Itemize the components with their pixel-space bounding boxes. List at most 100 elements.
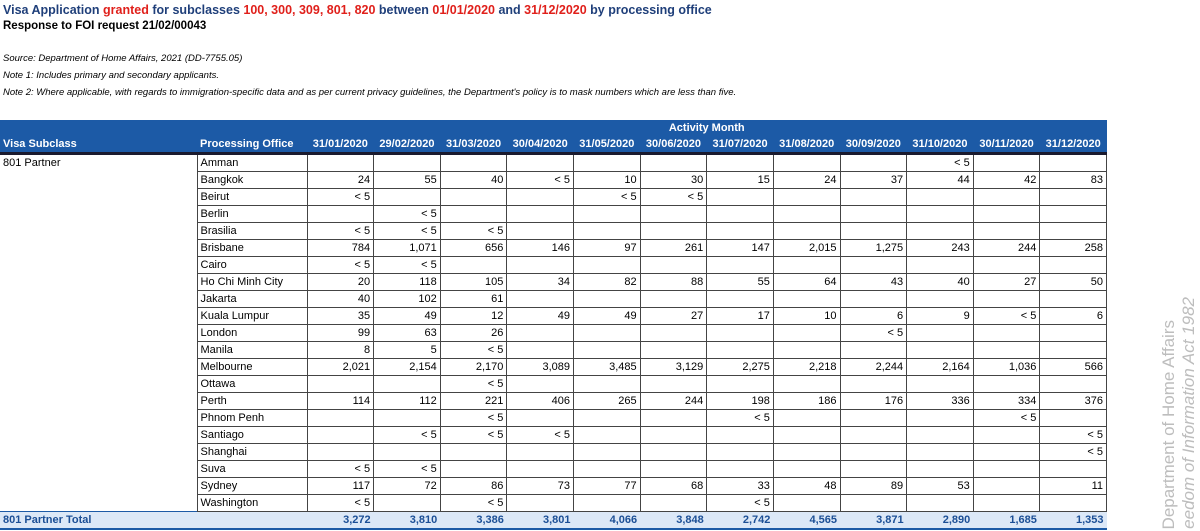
value-cell: < 5: [306, 494, 375, 512]
value-cell: < 5: [373, 205, 441, 223]
value-cell: 49: [573, 307, 641, 325]
value-cell: [839, 409, 908, 427]
office-cell: Phnom Penh: [196, 409, 308, 427]
total-cell: 2,742: [706, 511, 774, 530]
value-cell: [706, 443, 774, 461]
value-cell: [972, 222, 1041, 240]
value-cell: [573, 494, 641, 512]
total-cell: 3,272: [307, 511, 374, 530]
value-cell: 55: [373, 171, 441, 189]
value-cell: 10: [772, 307, 841, 325]
subclass-cell: [0, 410, 197, 427]
value-cell: [839, 426, 908, 444]
value-cell: [906, 324, 974, 342]
value-cell: [906, 188, 974, 206]
value-cell: [1039, 375, 1107, 393]
value-cell: [1039, 153, 1107, 172]
table-row: Beirut < 5 < 5 < 5: [0, 188, 1107, 206]
value-cell: 50: [1039, 273, 1107, 291]
value-cell: [639, 341, 708, 359]
total-cell: 4,565: [773, 511, 840, 530]
table-row: Bangkok 24 55 40 < 5 10 30 15 24 37 44 42 83: [0, 171, 1107, 189]
value-cell: 49: [373, 307, 441, 325]
value-cell: [772, 341, 841, 359]
value-cell: < 5: [1039, 443, 1107, 461]
value-cell: [639, 256, 708, 274]
value-cell: 34: [506, 273, 574, 291]
value-cell: 198: [706, 392, 774, 410]
value-cell: 2,244: [839, 358, 908, 376]
table-row: Ho Chi Minh City 20 118 105 34 82 88 55 64 43 40 27…: [0, 273, 1107, 291]
total-row: 801 Partner Total 3,272 3,810 3,386 3,801 4,0…: [0, 511, 1107, 530]
subclass-cell: [0, 461, 197, 478]
value-cell: < 5: [506, 426, 574, 444]
value-cell: 20: [306, 273, 375, 291]
value-cell: [839, 256, 908, 274]
table-row: Brasilia < 5 < 5 < 5: [0, 222, 1107, 240]
value-cell: [373, 443, 441, 461]
value-cell: [839, 460, 908, 478]
value-cell: [706, 375, 774, 393]
value-cell: 376: [1039, 392, 1107, 410]
value-cell: [972, 290, 1041, 308]
table-row: Brisbane 784 1,071 656 146 97 261 147 2,015 1,275…: [0, 239, 1107, 257]
office-cell: Bangkok: [196, 171, 308, 189]
value-cell: [1039, 205, 1107, 223]
value-cell: [573, 460, 641, 478]
office-cell: Ottawa: [196, 375, 308, 393]
value-cell: [772, 494, 841, 512]
value-cell: 48: [772, 477, 841, 495]
office-cell: Brisbane: [196, 239, 308, 257]
value-cell: < 5: [439, 409, 508, 427]
value-cell: 17: [706, 307, 774, 325]
column-header: 30/11/2020: [973, 136, 1040, 155]
title-part: between: [375, 3, 433, 17]
column-header: 31/05/2020: [573, 136, 641, 155]
value-cell: [972, 494, 1041, 512]
value-cell: [639, 205, 708, 223]
title-part: 01/01/2020: [432, 3, 495, 17]
column-header: 31/01/2020: [307, 136, 374, 155]
value-cell: [772, 324, 841, 342]
watermark-line: Department of Home Affairs: [1159, 319, 1178, 529]
value-cell: < 5: [506, 171, 574, 189]
value-cell: 12: [439, 307, 508, 325]
value-cell: 44: [906, 171, 974, 189]
value-cell: 406: [506, 392, 574, 410]
value-cell: [506, 324, 574, 342]
value-cell: [639, 443, 708, 461]
value-cell: [1039, 409, 1107, 427]
office-cell: Suva: [196, 460, 308, 478]
value-cell: [373, 494, 441, 512]
data-table: Activity Month Visa Subclass Processing O…: [0, 120, 1107, 530]
value-cell: [906, 341, 974, 359]
value-cell: 86: [439, 477, 508, 495]
office-cell: Washington: [196, 494, 308, 512]
value-cell: 9: [906, 307, 974, 325]
value-cell: [906, 494, 974, 512]
value-cell: [573, 256, 641, 274]
value-cell: 99: [306, 324, 375, 342]
total-cell: 3,810: [373, 511, 441, 530]
value-cell: 63: [373, 324, 441, 342]
value-cell: < 5: [573, 188, 641, 206]
value-cell: [1039, 324, 1107, 342]
value-cell: [573, 409, 641, 427]
subclass-cell: [0, 427, 197, 444]
total-cell: 3,801: [506, 511, 574, 530]
value-cell: 784: [306, 239, 375, 257]
value-cell: 2,164: [906, 358, 974, 376]
value-cell: 6: [1039, 307, 1107, 325]
value-cell: 24: [772, 171, 841, 189]
value-cell: < 5: [906, 153, 974, 172]
value-cell: [373, 409, 441, 427]
subclass-cell: [0, 274, 197, 291]
value-cell: [839, 341, 908, 359]
value-cell: [639, 153, 708, 172]
value-cell: < 5: [373, 426, 441, 444]
table-row: Suva < 5 < 5: [0, 460, 1107, 478]
value-cell: 97: [573, 239, 641, 257]
total-cell: 1,685: [973, 511, 1040, 530]
table-row: Washington < 5 < 5 < 5: [0, 494, 1107, 512]
value-cell: [573, 222, 641, 240]
